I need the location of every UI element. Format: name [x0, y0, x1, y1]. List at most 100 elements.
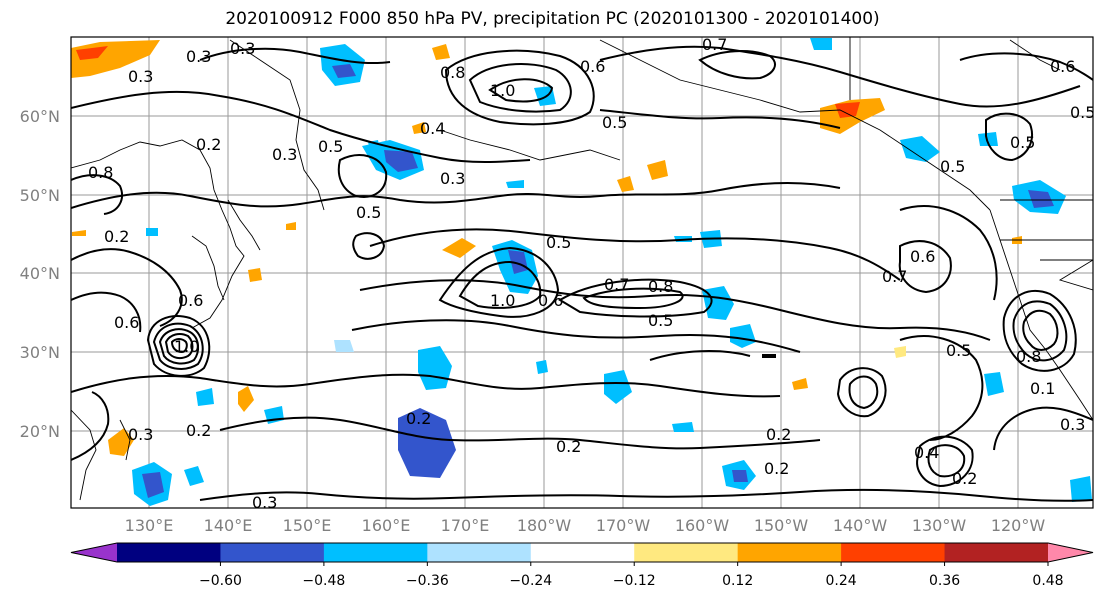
contour-label: 0.3	[230, 39, 255, 58]
pv-contour	[71, 248, 183, 327]
shade-negative	[196, 388, 214, 406]
pv-contour	[71, 373, 781, 398]
colorbar-tick-label: −0.12	[613, 573, 656, 589]
contour-label: 0.2	[766, 425, 791, 444]
colorbar-tick-label: −0.24	[509, 573, 552, 589]
contour-label: 0.7	[702, 35, 727, 54]
shade-positive	[238, 386, 254, 412]
shade-positive	[647, 160, 668, 180]
pv-contour	[898, 240, 952, 294]
border-state	[1040, 259, 1093, 291]
pv-contour	[71, 174, 123, 215]
shade-positive	[248, 268, 262, 282]
contour-label: 0.8	[648, 277, 673, 296]
pv-contour-cyclone	[152, 322, 204, 370]
pv-contour	[468, 63, 572, 113]
lon-label: 170°W	[596, 516, 651, 535]
contour-label: 0.6	[910, 247, 935, 266]
shade-positive-strong	[76, 46, 108, 60]
colorbar-swatch	[530, 543, 635, 562]
colorbar-tick-label: 0.24	[826, 573, 857, 589]
lon-label: 130°W	[912, 516, 967, 535]
contour-label: 0.7	[882, 267, 907, 286]
contour-label: 1.0	[490, 81, 515, 100]
pv-contour	[369, 228, 901, 281]
contour-label: 0.2	[952, 469, 977, 488]
shade-positive	[617, 176, 634, 192]
coast-china-south	[71, 409, 97, 501]
contour-label: 0.5	[546, 233, 571, 252]
lat-label: 30°N	[20, 343, 60, 362]
shade-negative	[184, 466, 204, 486]
contour-label: 0.1	[1030, 379, 1055, 398]
contour-label: 0.4	[420, 119, 445, 138]
contour-label: 0.5	[602, 113, 627, 132]
lon-label: 130°E	[125, 516, 174, 535]
contour-label: 0.8	[88, 163, 113, 182]
colorbar-swatch	[117, 543, 221, 562]
shade-negative-strong	[398, 408, 456, 478]
pv-contour	[71, 391, 110, 461]
shade-negative-strong	[732, 470, 748, 482]
lat-label: 40°N	[20, 264, 60, 283]
contour-label: 0.3	[440, 169, 465, 188]
pv-contour	[927, 444, 966, 478]
colorbar-swatch	[220, 543, 325, 562]
pv-contour	[488, 78, 554, 103]
lon-label: 140°E	[204, 516, 253, 535]
pv-contour	[993, 406, 1093, 451]
pv-contour	[199, 488, 1093, 502]
pv-contour	[71, 181, 841, 209]
pv-contour-cyclone	[170, 338, 188, 354]
shade-positive	[72, 230, 86, 236]
contour-label: 0.5	[318, 137, 343, 156]
lon-label: 160°W	[675, 516, 730, 535]
colorbar-extend-low	[71, 543, 117, 562]
pv-contour	[1002, 290, 1077, 372]
contour-label: 1.0	[174, 337, 199, 356]
contour-label: 0.5	[648, 311, 673, 330]
colorbar-swatch	[841, 543, 946, 562]
shade-negative	[978, 132, 998, 146]
shade-positive	[286, 222, 296, 230]
map-plot-area: 0.3 0.3 0.3 0.8 1.0 0.7 0.6 0.5 0.6 0.5 …	[70, 35, 1094, 512]
shade-positive-weak	[894, 346, 906, 358]
shade-negative	[1070, 476, 1092, 502]
contour-label: 0.3	[252, 493, 277, 512]
contour-label: 0.2	[556, 437, 581, 456]
contour-label: 0.5	[1010, 133, 1035, 152]
lat-label: 60°N	[20, 107, 60, 126]
pv-contour	[458, 260, 542, 309]
coast-aleutians	[439, 129, 621, 161]
pv-contour	[444, 49, 595, 126]
colorbar-tick-label: 0.48	[1032, 573, 1063, 589]
map-title: 2020100912 F000 850 hPa PV, precipitatio…	[225, 9, 880, 29]
contour-label: 0.5	[940, 157, 965, 176]
shade-positive	[432, 44, 450, 60]
colorbar-tick-label: −0.36	[406, 573, 449, 589]
contour-label: 0.3	[186, 47, 211, 66]
colorbar-outline	[70, 542, 1094, 563]
pv-contour	[351, 319, 801, 353]
contour-label: 1.0	[490, 291, 515, 310]
pv-contour	[599, 45, 1081, 108]
pv-contour	[352, 232, 386, 260]
shade-negative-strong	[508, 250, 528, 274]
pv-contour	[959, 52, 1093, 81]
colorbar-swatch	[944, 543, 1049, 562]
shade-positive-strong	[835, 102, 860, 118]
contour-labels: 0.3 0.3 0.3 0.8 1.0 0.7 0.6 0.5 0.6 0.5 …	[88, 35, 1093, 512]
pv-contour	[582, 287, 684, 310]
shade-positive	[792, 378, 808, 390]
shade-negative	[672, 422, 694, 432]
colorbar-tick-label: 0.12	[722, 573, 753, 589]
lon-label: 160°E	[362, 516, 411, 535]
pv-contour	[649, 350, 751, 361]
colorbar-tick-label: 0.36	[929, 573, 960, 589]
lon-label: 180°W	[517, 516, 572, 535]
colorbar-swatch	[634, 543, 739, 562]
pv-contour	[698, 50, 776, 80]
pv-contour	[71, 90, 531, 163]
colorbar-swatch	[323, 543, 428, 562]
pv-contour	[985, 112, 1033, 162]
